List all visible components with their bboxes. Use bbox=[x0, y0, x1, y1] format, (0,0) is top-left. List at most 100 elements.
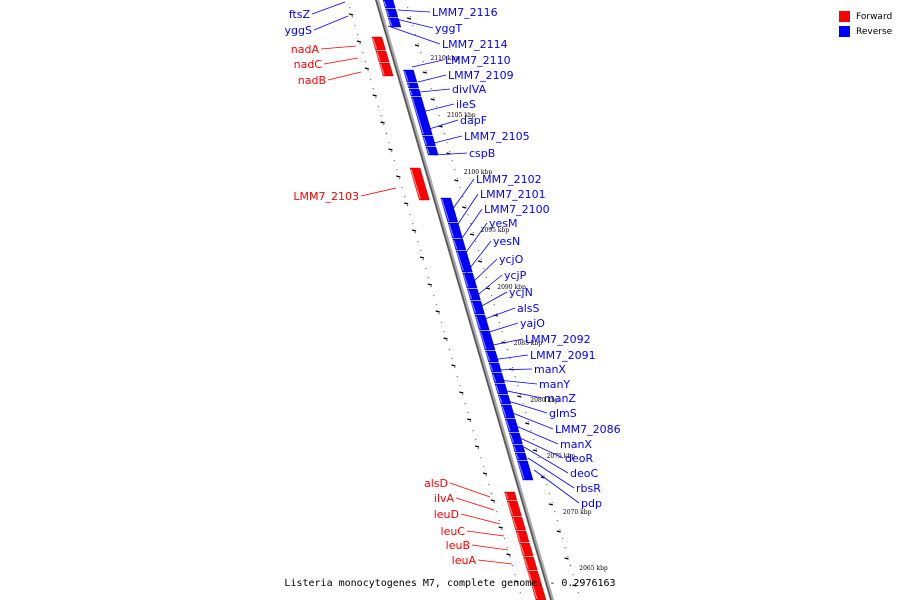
rail-dot-right bbox=[548, 493, 551, 495]
rail-dot-right bbox=[430, 88, 432, 90]
reverse-gene-block bbox=[440, 197, 459, 223]
leader-line bbox=[527, 457, 575, 489]
major-tick-left bbox=[459, 391, 464, 394]
major-tick-right bbox=[525, 422, 530, 425]
rail-dot-left bbox=[391, 151, 393, 153]
leader-line bbox=[421, 103, 455, 113]
gene-highlight bbox=[479, 331, 487, 350]
leader-line bbox=[433, 152, 468, 156]
gene-highlight bbox=[423, 136, 428, 146]
forward-gene-block bbox=[409, 167, 430, 201]
major-tick-right bbox=[454, 179, 459, 182]
gene-label-reverse: LMM7_2116 bbox=[432, 6, 498, 19]
major-tick-left bbox=[451, 364, 456, 367]
major-tick-left bbox=[443, 337, 448, 340]
reverse-gene-block bbox=[504, 418, 520, 433]
rail-dot-right bbox=[485, 277, 488, 279]
gene-label-forward: leuB bbox=[446, 539, 470, 552]
gene-label-reverse: dapF bbox=[460, 114, 487, 127]
leader-line bbox=[320, 45, 357, 50]
backbone-line bbox=[375, 0, 552, 600]
leader-line bbox=[491, 354, 529, 361]
gene-label-reverse: yajO bbox=[520, 317, 545, 330]
gene-highlight bbox=[376, 51, 381, 62]
rail-dot-left bbox=[496, 511, 498, 513]
rail-dot-left bbox=[503, 538, 506, 540]
rail-dot-right bbox=[477, 250, 480, 252]
gene-label-forward: nadB bbox=[298, 74, 326, 87]
gene-label-reverse: ycjP bbox=[504, 269, 527, 282]
reverse-swatch bbox=[839, 26, 850, 37]
gene-highlight bbox=[489, 363, 494, 372]
gene-label-reverse: manX bbox=[534, 363, 566, 376]
gene-label-reverse: LMM7_2110 bbox=[445, 54, 511, 67]
leader-line bbox=[449, 482, 491, 498]
rail-dot-left bbox=[464, 403, 466, 405]
leader-line bbox=[417, 74, 447, 83]
gene-highlight bbox=[515, 453, 519, 460]
rail-dot-right bbox=[522, 403, 524, 405]
rail-dot-left bbox=[490, 493, 493, 495]
major-tick-right bbox=[462, 206, 467, 209]
rail-dot-left bbox=[396, 169, 398, 171]
gene-label-reverse: manY bbox=[539, 378, 570, 391]
tick-label: 2105 kbp bbox=[447, 112, 476, 119]
major-tick-left bbox=[427, 283, 433, 286]
major-tick-left bbox=[396, 175, 401, 178]
rail-dot-right bbox=[514, 376, 516, 378]
major-tick-right bbox=[556, 530, 561, 533]
gene-highlight bbox=[498, 395, 503, 404]
rail-dot-right bbox=[556, 520, 558, 522]
major-tick-left bbox=[380, 121, 385, 124]
gene-label-reverse: cspB bbox=[469, 147, 495, 160]
leader-line bbox=[501, 389, 543, 399]
leader-line bbox=[519, 437, 564, 459]
reverse-gene-block bbox=[455, 250, 473, 273]
rail-dot-right bbox=[561, 538, 564, 540]
rail-dot-right bbox=[559, 529, 561, 531]
rail-dot-left bbox=[433, 295, 435, 297]
major-tick-left bbox=[498, 526, 503, 529]
rail-dot-left bbox=[461, 394, 464, 396]
rail-dot-left bbox=[383, 124, 385, 126]
rail-dot-right bbox=[551, 502, 553, 504]
rail-dot-right bbox=[414, 34, 417, 36]
leader-line bbox=[323, 57, 359, 65]
rail-dot-right bbox=[538, 457, 540, 459]
rail-dot-right bbox=[435, 106, 438, 108]
leader-line bbox=[311, 1, 346, 15]
gene-highlight bbox=[467, 289, 473, 300]
rail-dot-left bbox=[435, 304, 437, 306]
legend-reverse-label: Reverse bbox=[856, 26, 893, 37]
gene-label-reverse: LMM7_2091 bbox=[530, 349, 596, 362]
rail-dot-right bbox=[417, 43, 419, 45]
rail-dot-right bbox=[517, 385, 519, 387]
forward-gene-block bbox=[523, 556, 538, 571]
rail-dot-left bbox=[372, 88, 374, 90]
leader-line bbox=[411, 59, 444, 68]
leader-line bbox=[455, 193, 479, 228]
gene-label-reverse: ftsZ bbox=[289, 8, 311, 21]
forward-gene-block bbox=[371, 36, 386, 51]
rail-dot-right bbox=[454, 169, 456, 171]
gene-label-reverse: pdp bbox=[581, 497, 602, 510]
rail-dot-right bbox=[512, 367, 514, 369]
major-tick-left bbox=[506, 553, 511, 556]
backbone bbox=[374, 0, 555, 600]
gene-highlight bbox=[492, 373, 497, 383]
rail-dot-right bbox=[407, 7, 409, 9]
backbone-shadow bbox=[374, 0, 555, 600]
reverse-gene-block bbox=[462, 272, 478, 289]
leader-line bbox=[504, 399, 548, 414]
gene-highlight bbox=[505, 419, 511, 432]
map-caption: Listeria monocytogenes M7, complete geno… bbox=[284, 578, 616, 589]
rail-dot-left bbox=[451, 358, 453, 360]
rail-dot-left bbox=[419, 250, 422, 252]
rail-dot-right bbox=[483, 268, 485, 270]
rail-dot-right bbox=[527, 421, 530, 423]
gene-highlight bbox=[517, 461, 525, 480]
rail-dot-right bbox=[498, 322, 501, 324]
gene-label-forward: LMM7_2103 bbox=[293, 190, 359, 203]
gene-label-forward: leuC bbox=[441, 525, 466, 538]
gene-label-forward: alsD bbox=[424, 477, 448, 490]
